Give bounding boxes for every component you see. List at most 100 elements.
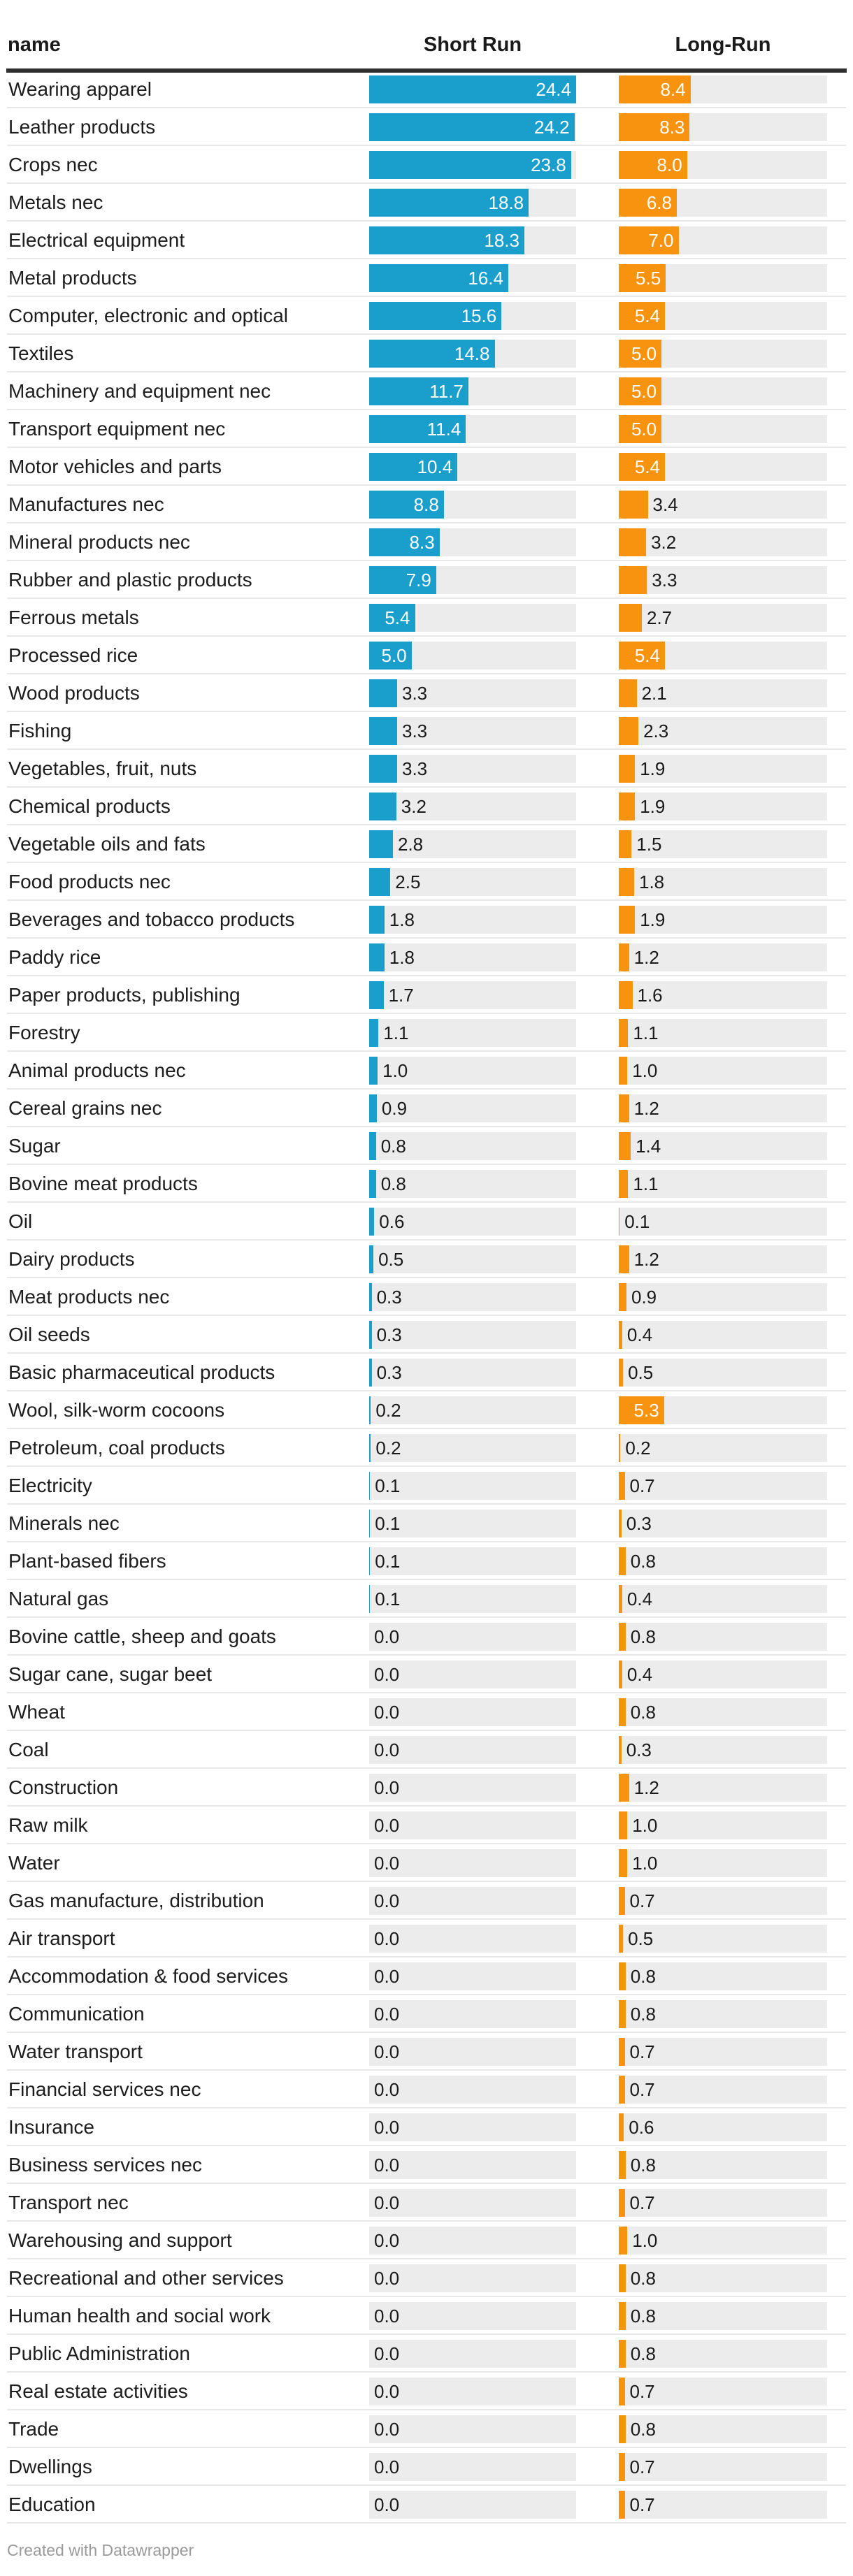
short-run-bar	[369, 189, 529, 217]
short-run-track	[369, 1170, 576, 1198]
short-run-bar	[369, 1434, 371, 1462]
short-run-track	[369, 2151, 576, 2179]
long-run-bar	[619, 113, 690, 141]
long-run-value: 0.7	[629, 2041, 655, 2062]
long-run-bar	[619, 2264, 626, 2292]
row-label: Metal products	[8, 267, 137, 289]
long-run-value: 0.8	[630, 2004, 656, 2025]
table-row: Public Administration 0.0 0.8	[0, 2338, 853, 2375]
row-label: Water transport	[8, 2041, 143, 2062]
long-run-bar	[619, 2113, 624, 2141]
short-run-track	[369, 2076, 576, 2104]
table-row: Beverages and tobacco products 1.8 1.9	[0, 904, 853, 941]
short-run-track	[369, 755, 576, 783]
table-row: Real estate activities 0.0 0.7	[0, 2375, 853, 2413]
row-label: Wearing apparel	[8, 78, 152, 100]
long-run-bar	[619, 491, 648, 519]
short-run-track	[369, 2453, 576, 2481]
table-row: Processed rice 5.0 5.4	[0, 639, 853, 677]
long-run-bar	[619, 679, 637, 707]
long-run-bar	[619, 1434, 621, 1462]
row-label: Fishing	[8, 720, 72, 741]
row-label: Minerals nec	[8, 1512, 120, 1534]
long-run-track	[619, 2189, 827, 2217]
short-run-value: 0.6	[379, 1211, 405, 1232]
long-run-track	[619, 1660, 827, 1688]
table-row: Accommodation & food services 0.0 0.8	[0, 1960, 853, 1998]
short-run-track	[369, 2000, 576, 2028]
long-run-bar	[619, 453, 665, 481]
table-row: Oil seeds 0.3 0.4	[0, 1319, 853, 1356]
long-run-bar	[619, 1698, 626, 1726]
long-run-track	[619, 2151, 827, 2179]
table-row: Paddy rice 1.8 1.2	[0, 941, 853, 979]
table-row: Ferrous metals 5.4 2.7	[0, 602, 853, 639]
table-row: Petroleum, coal products 0.2 0.2	[0, 1432, 853, 1470]
row-label: Chemical products	[8, 795, 171, 817]
row-label: Financial services nec	[8, 2078, 201, 2100]
short-run-track	[369, 1774, 576, 1802]
long-run-value: 5.0	[631, 343, 657, 364]
long-run-track	[619, 2000, 827, 2028]
long-run-bar	[619, 2491, 625, 2519]
row-label: Machinery and equipment nec	[8, 380, 271, 402]
row-label: Metals nec	[8, 191, 103, 213]
short-run-value: 0.8	[380, 1136, 406, 1157]
table-row: Motor vehicles and parts 10.4 5.4	[0, 451, 853, 489]
short-run-value: 3.3	[402, 758, 428, 779]
column-header-name: name	[8, 34, 61, 56]
row-label: Sugar cane, sugar beet	[8, 1663, 213, 1685]
long-run-value: 1.1	[633, 1022, 659, 1043]
table-row: Chemical products 3.2 1.9	[0, 790, 853, 828]
short-run-value: 1.0	[382, 1060, 408, 1081]
short-run-value: 0.0	[374, 1928, 400, 1949]
long-run-track	[619, 1472, 827, 1500]
short-run-track	[369, 1359, 576, 1387]
long-run-value: 0.4	[626, 1664, 653, 1685]
long-run-value: 1.2	[633, 947, 659, 968]
long-run-bar	[619, 377, 662, 405]
short-run-bar	[369, 151, 571, 179]
long-run-track	[619, 1283, 827, 1311]
short-run-bar	[369, 1396, 371, 1424]
table-row: Meat products nec 0.3 0.9	[0, 1281, 853, 1319]
long-run-value: 2.3	[643, 721, 669, 741]
long-run-bar	[619, 2302, 626, 2330]
long-run-track	[619, 2415, 827, 2443]
long-run-track	[619, 1585, 827, 1613]
short-run-value: 0.0	[374, 2192, 400, 2213]
short-run-bar	[369, 642, 412, 670]
table-row: Coal 0.0 0.3	[0, 1734, 853, 1772]
long-run-value: 0.4	[626, 1324, 653, 1345]
row-label: Vegetable oils and fats	[8, 833, 206, 855]
row-label: Manufactures nec	[8, 493, 164, 515]
row-label: Ferrous metals	[8, 607, 139, 628]
long-run-track	[619, 1245, 827, 1273]
row-label: Human health and social work	[8, 2305, 271, 2327]
long-run-track	[619, 1057, 827, 1085]
row-label: Leather products	[8, 116, 156, 138]
long-run-track	[619, 2491, 827, 2519]
long-run-track	[619, 1434, 827, 1462]
short-run-value: 0.0	[374, 2494, 400, 2515]
short-run-track	[369, 717, 576, 745]
long-run-value: 1.2	[633, 1098, 659, 1119]
short-run-bar	[369, 830, 393, 858]
short-run-bar	[369, 604, 415, 632]
long-run-track	[619, 2227, 827, 2255]
row-label: Business services nec	[8, 2154, 203, 2176]
long-run-bar	[619, 1849, 628, 1877]
long-run-value: 3.2	[651, 532, 677, 553]
header-rule	[6, 68, 847, 73]
short-run-bar	[369, 1170, 376, 1198]
long-run-track	[619, 2453, 827, 2481]
credit-link[interactable]: Created with Datawrapper	[7, 2541, 194, 2559]
long-run-bar	[619, 1887, 625, 1915]
long-run-track	[619, 830, 827, 858]
short-run-value: 23.8	[531, 154, 566, 175]
long-run-value: 0.9	[631, 1287, 657, 1308]
short-run-track	[369, 1660, 576, 1688]
short-run-track	[369, 2189, 576, 2217]
table-row: Forestry 1.1 1.1	[0, 1017, 853, 1055]
column-header-short-run: Short Run	[423, 34, 522, 56]
